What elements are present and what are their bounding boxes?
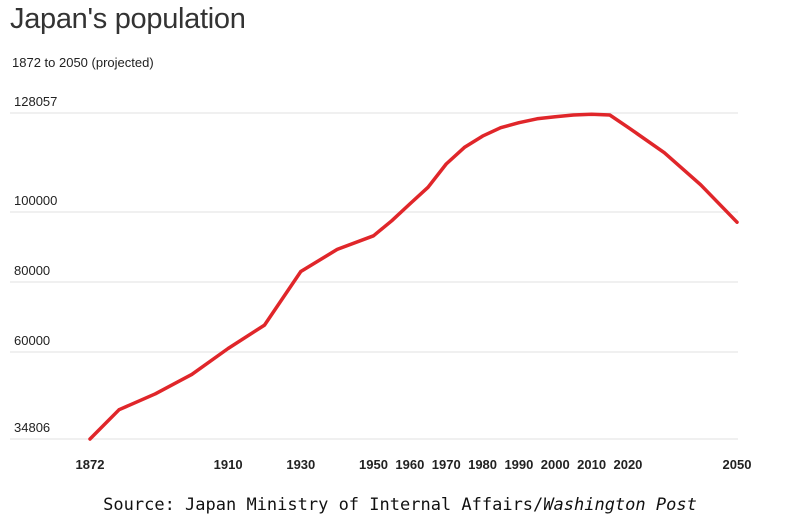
x-tick-label: 1950 <box>359 457 388 472</box>
x-tick-label: 1960 <box>395 457 424 472</box>
population-series-line-0 <box>88 112 739 441</box>
y-tick-label: 100000 <box>14 193 57 208</box>
data-point <box>117 408 121 412</box>
x-axis-ticks: 1872 1910 1930 1950 1960 1970 1980 1990 2000 2010… <box>76 457 752 472</box>
data-point <box>444 162 448 166</box>
data-point <box>699 183 703 187</box>
data-point <box>735 220 739 224</box>
data-point <box>517 121 521 125</box>
x-tick-label: 2020 <box>613 457 642 472</box>
data-point <box>88 437 92 441</box>
gridlines <box>10 112 738 440</box>
data-point <box>335 247 339 251</box>
series-line-layer <box>88 112 739 441</box>
data-point <box>571 113 575 117</box>
y-axis-ticks: 34806 60000 80000 100000 128057 <box>14 94 57 435</box>
chart-title: Japan's population <box>10 3 246 35</box>
y-tick-label: 80000 <box>14 263 50 278</box>
x-tick-label: 1930 <box>286 457 315 472</box>
data-point <box>299 270 303 273</box>
data-point <box>662 151 666 155</box>
data-point <box>626 125 630 129</box>
y-tick-label: 34806 <box>14 420 50 435</box>
x-tick-label: 2000 <box>541 457 570 472</box>
source-publication: Washington Post <box>543 495 697 515</box>
y-tick-label: 128057 <box>14 94 57 109</box>
line-chart: 34806 60000 80000 100000 128057 1872 1910 1930… <box>10 94 752 472</box>
y-tick-label: 60000 <box>14 333 50 348</box>
data-point <box>553 115 557 119</box>
data-point <box>462 145 466 149</box>
x-tick-label: 1910 <box>214 457 243 472</box>
x-tick-label: 1990 <box>504 457 533 472</box>
source-note: Source: Japan Ministry of Internal Affai… <box>0 495 800 515</box>
data-point <box>608 113 612 117</box>
source-prefix: Source: Japan Ministry of Internal Affai… <box>103 495 544 515</box>
data-point <box>481 134 485 138</box>
x-tick-label: 1970 <box>432 457 461 472</box>
data-point <box>535 117 539 121</box>
data-point <box>390 219 394 223</box>
data-point <box>590 112 594 116</box>
data-point <box>372 234 376 238</box>
x-tick-label: 1872 <box>76 457 105 472</box>
data-point <box>226 347 230 350</box>
data-point <box>408 202 412 206</box>
chart-subtitle: 1872 to 2050 (projected) <box>12 55 154 70</box>
x-tick-label: 1980 <box>468 457 497 472</box>
data-point <box>190 372 194 376</box>
data-point <box>262 323 266 327</box>
data-point <box>153 392 157 396</box>
data-point <box>499 126 503 130</box>
x-tick-label: 2050 <box>723 457 752 472</box>
data-point <box>426 185 430 189</box>
x-tick-label: 2010 <box>577 457 606 472</box>
